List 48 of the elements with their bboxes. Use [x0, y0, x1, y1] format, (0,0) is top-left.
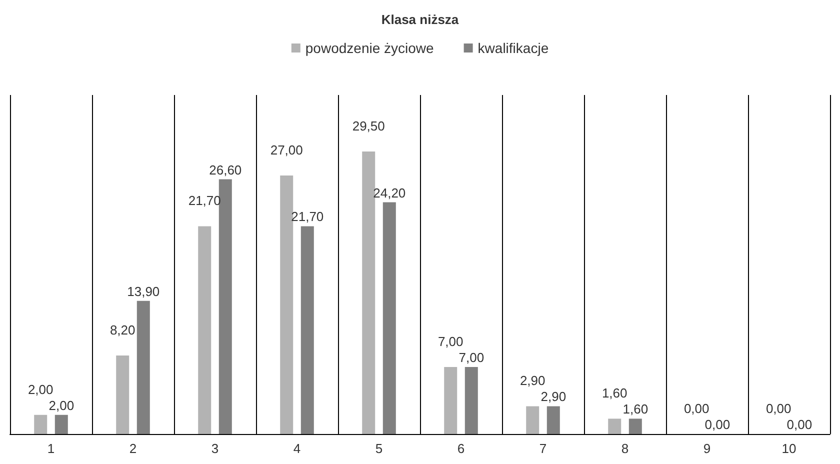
data-label: 7,00 — [438, 334, 464, 349]
bar — [526, 406, 540, 434]
data-label: 2,90 — [520, 373, 546, 388]
bar — [34, 414, 48, 434]
data-label: 21,70 — [291, 209, 324, 224]
x-tick-label: 8 — [621, 441, 629, 456]
data-label: 7,00 — [458, 350, 484, 365]
data-label: 2,90 — [540, 389, 566, 404]
data-label: 1,60 — [602, 386, 628, 401]
data-label: 27,00 — [270, 142, 303, 158]
data-label: 0,00 — [684, 401, 710, 416]
x-tick-label: 9 — [703, 441, 711, 456]
bar — [382, 202, 396, 434]
x-tick-label: 1 — [47, 441, 55, 456]
bar — [136, 300, 150, 434]
data-label: 1,60 — [622, 402, 648, 417]
data-label: 8,20 — [110, 322, 136, 338]
x-tick-label: 10 — [782, 441, 796, 456]
bar — [464, 366, 478, 434]
bar — [280, 175, 294, 434]
bar — [198, 226, 212, 434]
bar — [218, 179, 232, 434]
data-label: 0,00 — [786, 417, 812, 432]
x-tick-label: 4 — [293, 441, 301, 456]
legend-label: powodzenie życiowe — [305, 40, 434, 56]
x-tick-label: 6 — [457, 441, 465, 456]
bar — [608, 418, 622, 434]
bar — [116, 355, 130, 434]
data-label: 0,00 — [766, 401, 792, 416]
bar — [628, 418, 642, 434]
data-label: 13,90 — [127, 284, 160, 299]
data-label: 29,50 — [352, 118, 385, 134]
chart-title: Klasa niższa — [381, 12, 460, 27]
bar — [362, 152, 376, 434]
data-label: 0,00 — [704, 417, 730, 432]
x-tick-label: 2 — [129, 441, 137, 456]
x-tick-label: 7 — [539, 441, 547, 456]
x-tick-label: 3 — [211, 441, 219, 456]
data-label: 26,60 — [209, 162, 242, 178]
data-label: 2,00 — [48, 398, 74, 413]
x-tick-label: 5 — [375, 441, 383, 456]
bar — [300, 226, 314, 434]
bar — [444, 366, 458, 434]
bar — [54, 414, 68, 434]
data-label: 2,00 — [28, 382, 54, 397]
data-label: 24,20 — [373, 185, 406, 200]
legend-label: kwalifikacje — [478, 40, 549, 56]
bar — [546, 406, 560, 434]
